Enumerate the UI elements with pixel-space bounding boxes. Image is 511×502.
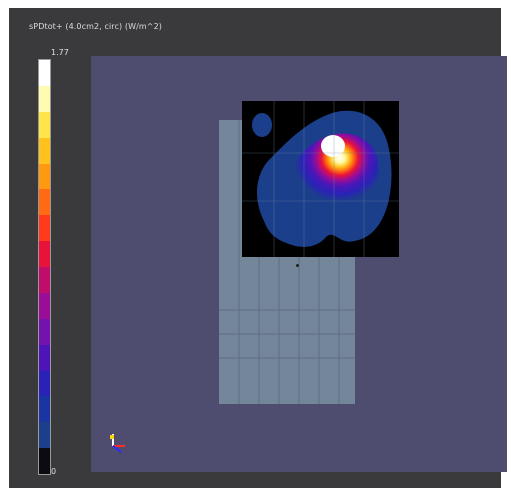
origin-marker bbox=[296, 264, 299, 267]
xyz-axes-icon bbox=[110, 434, 125, 453]
colorbar-segment bbox=[39, 370, 50, 397]
colorbar-segment bbox=[39, 396, 50, 423]
colorbar-segment bbox=[39, 137, 50, 164]
colorbar-segment bbox=[39, 111, 50, 138]
colorbar-segment bbox=[39, 448, 50, 474]
heatmap-peak bbox=[321, 135, 345, 157]
colorbar-segment bbox=[39, 318, 50, 345]
colorbar-min-label: 0 bbox=[51, 467, 57, 476]
colorbar-title: sPDtot+ (4.0cm2, circ) (W/m^2) bbox=[29, 22, 163, 31]
colorbar-segment bbox=[39, 215, 50, 242]
colorbar-max-label: 1.77 bbox=[51, 48, 69, 57]
colorbar-segment bbox=[39, 85, 50, 112]
colorbar-segment bbox=[39, 60, 50, 86]
colorbar-segment bbox=[39, 292, 50, 319]
spatial-power-density-scan bbox=[242, 101, 399, 257]
3d-viewport[interactable] bbox=[91, 56, 507, 472]
colorbar-segment bbox=[39, 189, 50, 216]
colorbar-segment bbox=[39, 267, 50, 293]
colorbar-segment bbox=[39, 241, 50, 267]
colorbar-segment bbox=[39, 163, 50, 190]
colorbar-segment bbox=[39, 344, 50, 371]
heatmap-inner-region bbox=[286, 133, 379, 222]
viewer-frame: sPDtot+ (4.0cm2, circ) (W/m^2) 1.77 0 bbox=[9, 8, 507, 488]
colorbar bbox=[38, 59, 51, 475]
colorbar-segment bbox=[39, 422, 50, 449]
heatmap-left-spot bbox=[252, 113, 272, 137]
power-density-heatmap bbox=[242, 101, 399, 257]
